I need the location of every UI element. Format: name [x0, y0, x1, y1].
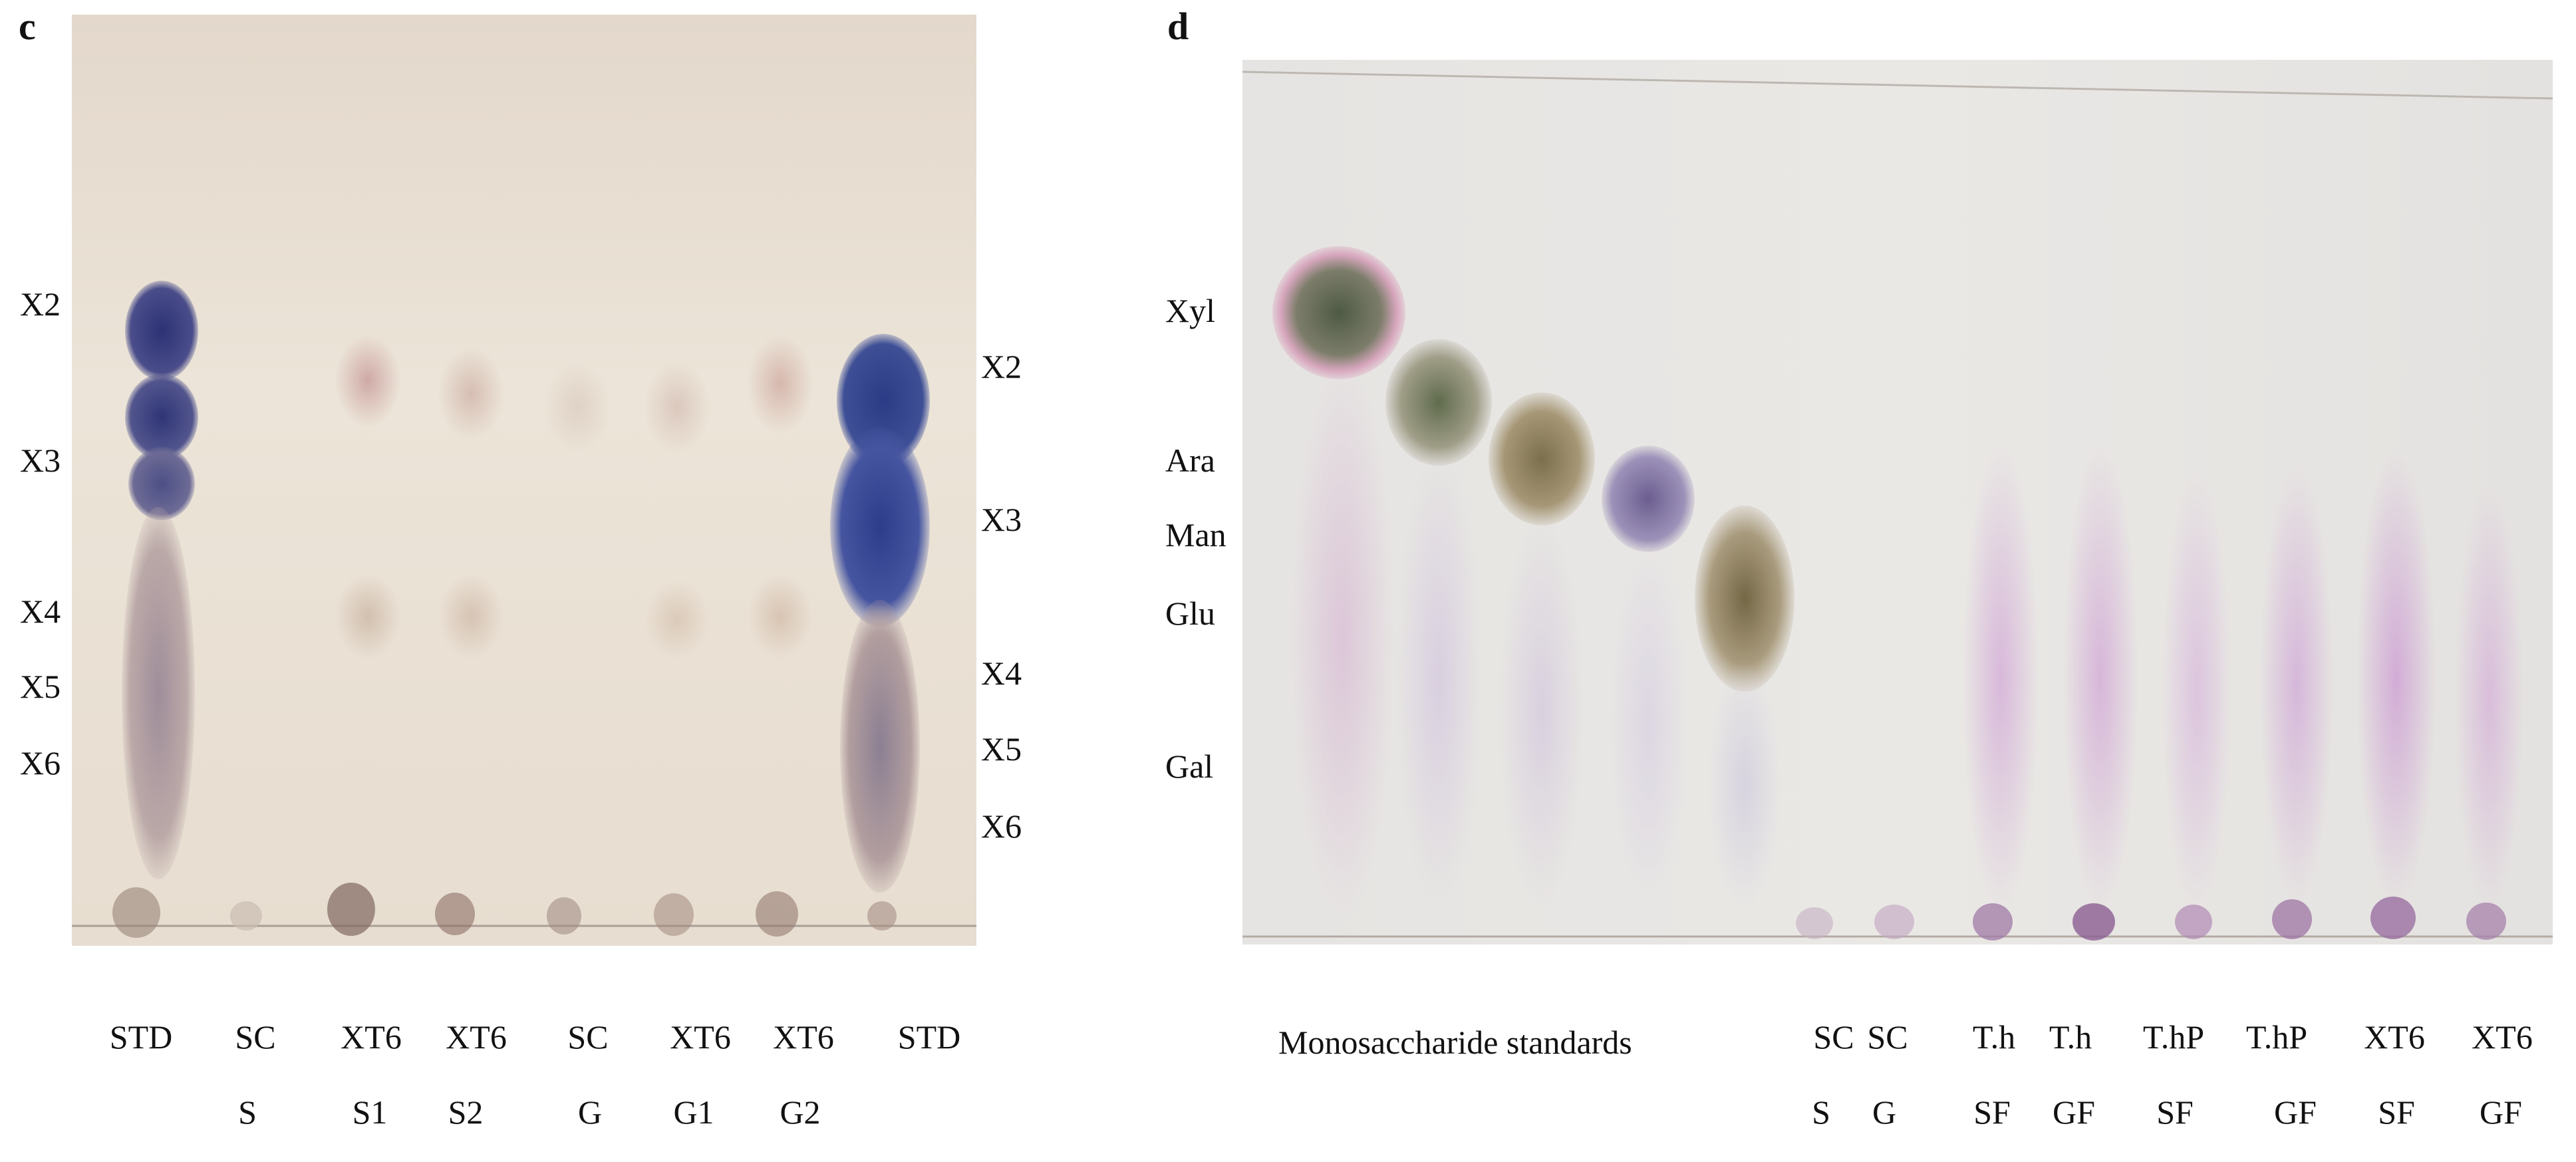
lane-label-c-5: SC [567, 1018, 609, 1056]
marker-gal: Gal [1165, 748, 1214, 785]
sample-spot [335, 573, 401, 660]
panel-d-letter: d [1167, 5, 1189, 48]
lane-label-d-5: T.hP [2142, 1018, 2205, 1056]
marker-x6-right: X6 [981, 807, 1022, 845]
sample-spot [644, 580, 710, 660]
sample-spot [747, 334, 813, 434]
ara-standard-streak [1395, 446, 1482, 911]
lane-label-d-2: SC [1867, 1018, 1908, 1056]
sample-lane-streak [2453, 472, 2526, 925]
lane-label-d-4: T.h [2049, 1018, 2092, 1056]
sample-spot [747, 573, 813, 660]
marker-x2-left: X2 [20, 285, 61, 323]
sample-spot [438, 573, 504, 660]
sample-lane-streak [2160, 459, 2233, 925]
lane-label-c-3: XT6 [341, 1018, 402, 1056]
origin-dots-d [1796, 897, 2506, 941]
lane-label-d-3: T.h [1972, 1018, 2016, 1056]
panel-c-letter: c [19, 5, 36, 48]
marker-x3-left: X3 [20, 442, 61, 479]
sample-spot [335, 334, 401, 427]
origin-line-c [72, 883, 976, 938]
lane-sublabel-d-1: S [1812, 1093, 1830, 1131]
tlc-plate-d [1242, 60, 2553, 944]
std-spot-streak-right [840, 600, 920, 893]
xyl-standard-streak [1289, 353, 1395, 925]
std-spot-x3-right [830, 427, 930, 627]
lane-sublabel-d-7: SF [2378, 1093, 2415, 1131]
std-spot-x3 [125, 374, 198, 460]
lane-sublabel-c-6: G1 [673, 1093, 714, 1131]
gal-standard-streak [1708, 658, 1781, 911]
glu-standard-spot [1602, 446, 1695, 552]
lane-label-c-4: XT6 [446, 1018, 507, 1056]
lane-sublabel-c-5: G [577, 1093, 603, 1131]
lane-label-c-2: SC [235, 1018, 276, 1056]
lane-sublabel-d-6: GF [2274, 1093, 2317, 1131]
lane-sublabel-d-8: GF [2480, 1093, 2522, 1131]
man-standard-streak [1499, 512, 1585, 911]
sample-spot [544, 361, 611, 454]
marker-x5-right: X5 [981, 730, 1022, 768]
glu-standard-streak [1608, 539, 1688, 911]
sample-lane-streak [1961, 432, 2041, 925]
tlc-plate-c [72, 15, 976, 946]
lane-label-d-7: XT6 [2364, 1018, 2425, 1056]
lane-sublabel-d-4: GF [2053, 1093, 2095, 1131]
marker-x6-left: X6 [20, 744, 61, 782]
sample-lane-streak [2353, 432, 2440, 925]
lane-label-c-1: STD [109, 1018, 173, 1056]
marker-x5-left: X5 [20, 668, 61, 705]
monosaccharide-standards-label: Monosaccharide standards [1278, 1024, 1632, 1061]
marker-x4-left: X4 [20, 593, 61, 630]
marker-x4-right: X4 [981, 654, 1022, 692]
marker-x3-right: X3 [981, 501, 1022, 538]
lane-label-c-7: XT6 [773, 1018, 834, 1056]
ara-standard-spot [1385, 339, 1492, 466]
lane-label-c-6: XT6 [670, 1018, 731, 1056]
sample-lane-streak [2061, 432, 2140, 925]
marker-glu: Glu [1165, 595, 1215, 632]
lane-sublabel-c-3: S1 [352, 1093, 388, 1131]
lane-label-d-1: SC [1813, 1018, 1854, 1056]
lane-sublabel-d-5: SF [2156, 1093, 2194, 1131]
std-spot-x2 [125, 281, 198, 380]
lane-sublabel-c-7: G2 [780, 1093, 821, 1131]
sample-lane-streak [2257, 446, 2337, 925]
marker-xyl: Xyl [1165, 292, 1215, 329]
std-spot-streak [122, 507, 195, 879]
lane-sublabel-c-4: S2 [448, 1093, 484, 1131]
marker-ara: Ara [1165, 442, 1215, 479]
marker-x2-right: X2 [981, 348, 1022, 385]
sample-spot [644, 361, 710, 454]
man-standard-spot [1489, 392, 1595, 525]
lane-sublabel-d-3: SF [1973, 1093, 2011, 1131]
lane-label-c-8: STD [897, 1018, 961, 1056]
sample-spot [438, 347, 504, 440]
lane-sublabel-d-2: G [1872, 1093, 1897, 1131]
lane-label-d-8: XT6 [2472, 1018, 2533, 1056]
lane-sublabel-c-2: S [238, 1093, 257, 1131]
marker-man: Man [1165, 516, 1226, 553]
lane-label-d-6: T.hP [2245, 1018, 2308, 1056]
